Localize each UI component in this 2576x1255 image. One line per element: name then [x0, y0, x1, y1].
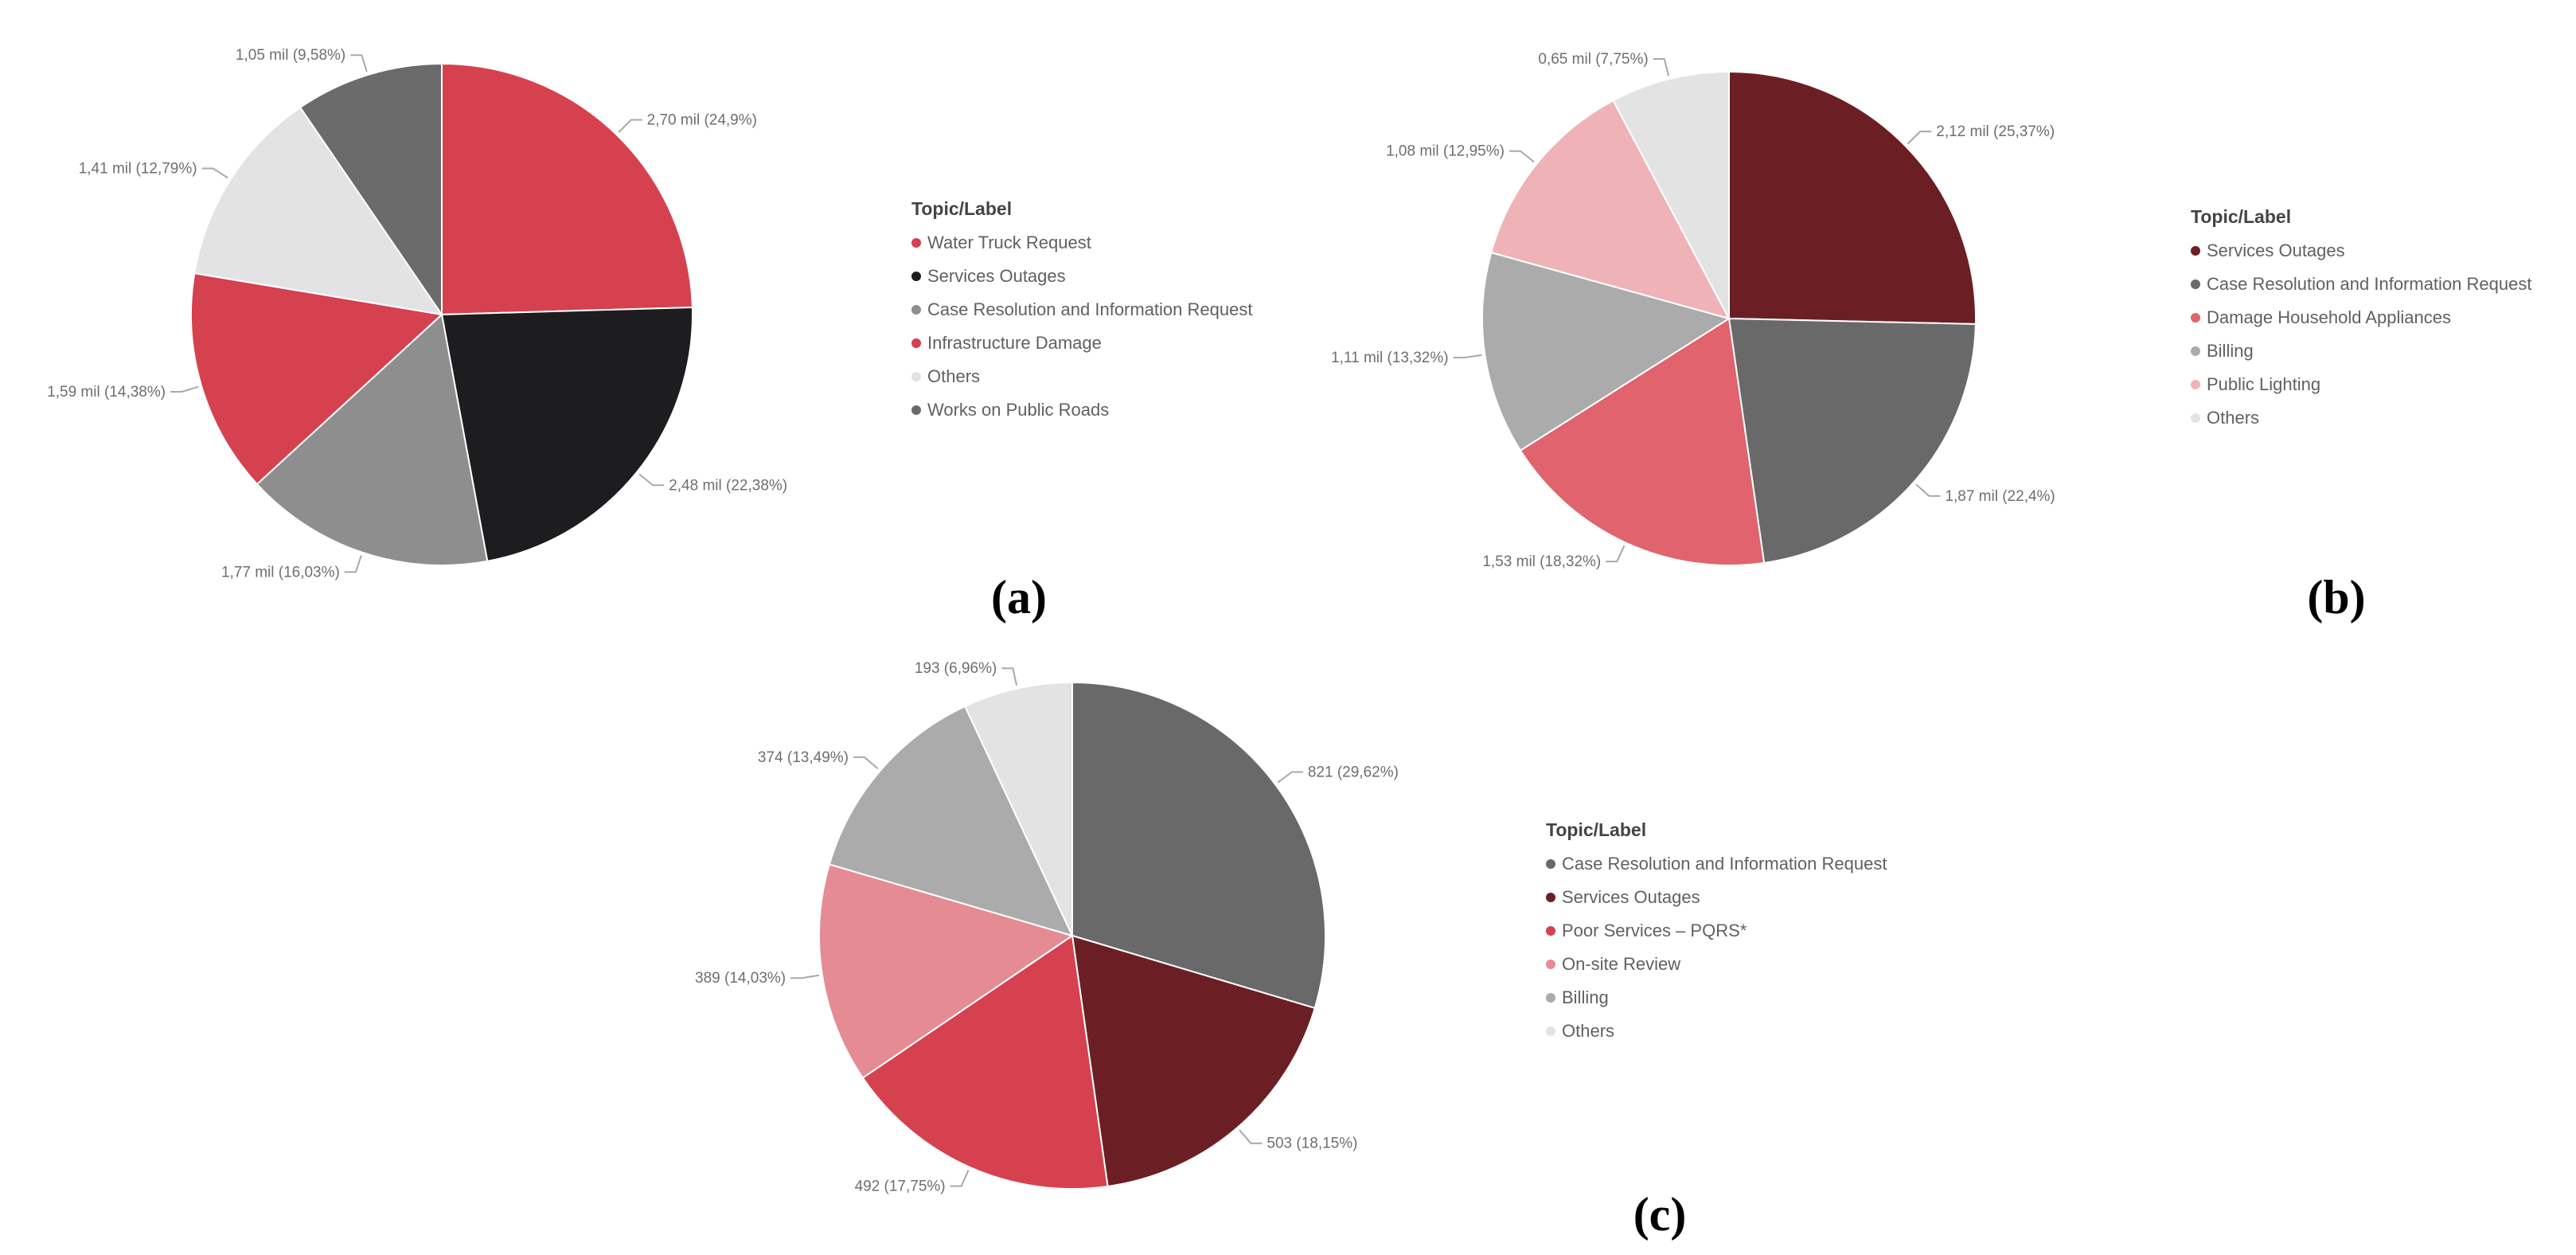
legend-item: Others: [927, 366, 980, 386]
pie-slice-others: [963, 681, 1073, 936]
data-label: 492 (17,75%): [855, 1179, 946, 1195]
legend-item: Billing: [1562, 987, 1609, 1007]
legend-marker: [911, 272, 921, 281]
leader-line: [950, 1169, 970, 1187]
legend-marker: [2191, 280, 2200, 289]
legend-item: Water Truck Request: [927, 233, 1091, 252]
legend-item: Poor Services – PQRS*: [1562, 921, 1747, 940]
legend-marker: [1546, 926, 1555, 936]
legend-marker: [2191, 246, 2200, 256]
leader-line: [1453, 354, 1482, 359]
leader-line: [1001, 667, 1018, 686]
leader-line: [790, 974, 820, 979]
legend-title: Topic/Label: [911, 198, 1012, 219]
leader-line: [201, 167, 228, 179]
legend-item: Services Outages: [927, 266, 1066, 286]
legend-item: Case Resolution and Information Request: [2207, 274, 2531, 294]
data-label: 1,05 mil (9,58%): [236, 47, 345, 64]
pie-slice-services-outages: [440, 306, 693, 562]
legend-marker: [1546, 859, 1555, 869]
data-label: 503 (18,15%): [1267, 1136, 1357, 1152]
data-label: 1,08 mil (12,95%): [1386, 143, 1505, 160]
pie-slice-case-resolution-and-information-request: [1727, 317, 1977, 564]
data-label: 1,11 mil (13,32%): [1331, 350, 1449, 366]
data-label: 389 (14,03%): [695, 970, 786, 987]
pie-slice-services-outages: [1071, 934, 1316, 1187]
legend-marker: [911, 238, 921, 248]
data-label: 1,53 mil (18,32%): [1482, 553, 1601, 570]
pie-slice-case-resolution-and-information-request: [256, 313, 489, 566]
legend-item: Billing: [2207, 341, 2254, 361]
data-label: 1,77 mil (16,03%): [221, 564, 340, 581]
data-label: 374 (13,49%): [758, 749, 849, 766]
pie-slice-others: [1612, 70, 1730, 319]
legend-marker: [911, 305, 921, 315]
legend-marker: [1546, 1026, 1555, 1036]
pie-slice-case-resolution-and-information-request: [1071, 681, 1326, 1010]
legend-item: On-site Review: [1562, 954, 1680, 974]
leader-line: [170, 385, 199, 393]
panel-label: (b): [2307, 571, 2365, 624]
legend-item: Case Resolution and Information Request: [1562, 854, 1887, 874]
pie-slice-works-on-public-roads: [299, 62, 443, 318]
leader-line: [1606, 545, 1626, 563]
leader-line: [638, 473, 665, 487]
data-label: 821 (29,62%): [1308, 764, 1399, 780]
pie-chart-b: 2,12 mil (25,37%) 1,87 mil (22,4%) 1,53 mi…: [1331, 51, 2531, 624]
leader-line: [1915, 483, 1941, 497]
leader-line: [1509, 150, 1535, 163]
leader-line: [1653, 58, 1670, 76]
legend-marker: [1546, 893, 1555, 902]
legend-marker: [911, 405, 921, 415]
pie-chart-a: 2,70 mil (24,9%) 2,48 mil (22,38%) 1,77 mi…: [47, 47, 1252, 624]
data-label: 1,59 mil (14,38%): [47, 384, 166, 401]
legend-marker: [1546, 960, 1555, 969]
legend-item: Damage Household Appliances: [2207, 307, 2451, 327]
legend-title: Topic/Label: [1546, 819, 1646, 840]
leader-line: [344, 555, 362, 573]
legend-item: Works on Public Roads: [927, 400, 1109, 420]
leader-line: [1277, 771, 1303, 784]
panel-label: (a): [991, 571, 1047, 624]
pie-slice-poor-services-pqrs: [861, 934, 1109, 1190]
leader-line: [853, 756, 879, 769]
leader-line: [1907, 131, 1932, 145]
data-label: 2,48 mil (22,38%): [669, 477, 787, 494]
leader-line: [618, 119, 642, 133]
legend-marker: [911, 372, 921, 381]
pie-slice-damage-household-appliances: [1519, 317, 1766, 566]
panel-label: (c): [1633, 1188, 1687, 1241]
data-label: 1,41 mil (12,79%): [79, 160, 197, 177]
data-label: 2,70 mil (24,9%): [647, 111, 757, 128]
pie-slice-billing: [828, 705, 1074, 937]
legend-marker: [2191, 380, 2200, 389]
leader-line: [350, 54, 368, 72]
legend-item: Services Outages: [1562, 887, 1700, 907]
legend-item: Others: [2207, 408, 2259, 428]
pie-chart-c: 821 (29,62%) 503 (18,15%) 492 (17,75%) 389 …: [695, 660, 1887, 1241]
pie-slice-water-truck-request: [441, 62, 693, 316]
pie-slice-services-outages: [1728, 70, 1977, 326]
legend-title: Topic/Label: [2191, 206, 2291, 227]
data-label: 193 (6,96%): [915, 660, 997, 677]
legend-item: Services Outages: [2207, 240, 2345, 260]
legend-marker: [1546, 993, 1555, 1003]
legend-item: Public Lighting: [2207, 374, 2320, 394]
data-label: 2,12 mil (25,37%): [1936, 123, 2055, 140]
legend-item: Infrastructure Damage: [927, 333, 1102, 353]
legend-item: Case Resolution and Information Request: [927, 299, 1252, 319]
legend-item: Others: [1562, 1021, 1614, 1041]
legend-marker: [911, 338, 921, 348]
legend-marker: [2191, 413, 2200, 423]
data-label: 0,65 mil (7,75%): [1538, 51, 1648, 68]
legend-marker: [2191, 313, 2200, 323]
leader-line: [1239, 1129, 1263, 1144]
pie-slice-others: [193, 106, 444, 316]
pie-slice-public-lighting: [1490, 99, 1731, 320]
pie-slice-infrastructure-damage: [190, 272, 444, 486]
data-label: 1,87 mil (22,4%): [1945, 488, 2055, 505]
legend-marker: [2191, 346, 2200, 356]
